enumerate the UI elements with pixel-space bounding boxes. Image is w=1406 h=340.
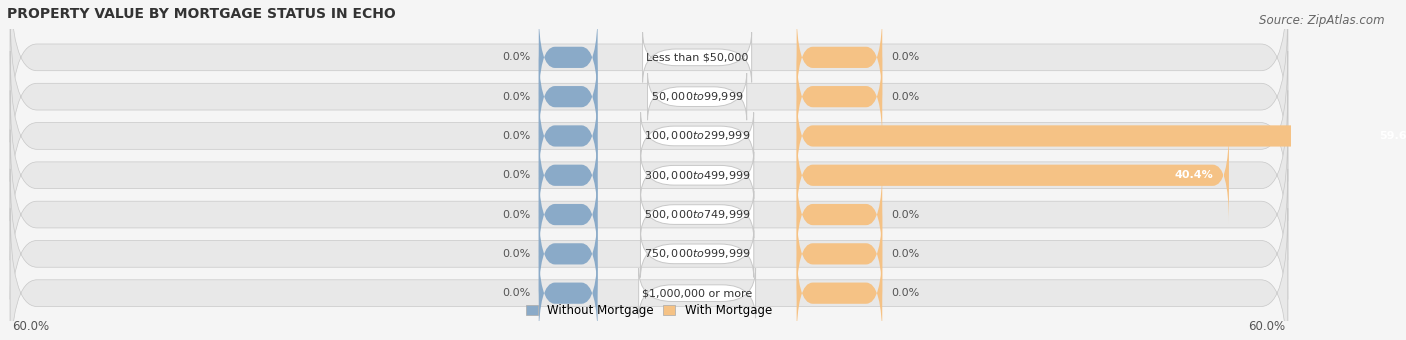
Text: $500,000 to $749,999: $500,000 to $749,999: [644, 208, 751, 221]
FancyBboxPatch shape: [538, 127, 598, 224]
FancyBboxPatch shape: [797, 9, 882, 106]
FancyBboxPatch shape: [10, 169, 1288, 339]
FancyBboxPatch shape: [10, 208, 1288, 340]
Text: 0.0%: 0.0%: [891, 249, 920, 259]
Text: 0.0%: 0.0%: [502, 209, 530, 220]
Legend: Without Mortgage, With Mortgage: Without Mortgage, With Mortgage: [522, 299, 776, 321]
FancyBboxPatch shape: [538, 9, 598, 106]
FancyBboxPatch shape: [10, 0, 1288, 142]
Text: 0.0%: 0.0%: [502, 249, 530, 259]
Text: $50,000 to $99,999: $50,000 to $99,999: [651, 90, 744, 103]
FancyBboxPatch shape: [10, 12, 1288, 182]
Text: 60.0%: 60.0%: [13, 320, 49, 333]
Text: 0.0%: 0.0%: [891, 209, 920, 220]
Text: $750,000 to $999,999: $750,000 to $999,999: [644, 248, 751, 260]
Text: 0.0%: 0.0%: [891, 288, 920, 298]
Text: $300,000 to $499,999: $300,000 to $499,999: [644, 169, 751, 182]
Text: $1,000,000 or more: $1,000,000 or more: [643, 288, 752, 298]
Text: 0.0%: 0.0%: [891, 92, 920, 102]
Text: 0.0%: 0.0%: [502, 170, 530, 180]
FancyBboxPatch shape: [538, 48, 598, 145]
Text: PROPERTY VALUE BY MORTGAGE STATUS IN ECHO: PROPERTY VALUE BY MORTGAGE STATUS IN ECH…: [7, 7, 395, 21]
FancyBboxPatch shape: [10, 51, 1288, 221]
FancyBboxPatch shape: [797, 205, 882, 302]
FancyBboxPatch shape: [538, 205, 598, 302]
FancyBboxPatch shape: [797, 88, 1406, 184]
Text: 0.0%: 0.0%: [891, 52, 920, 62]
FancyBboxPatch shape: [10, 90, 1288, 260]
Text: Less than $50,000: Less than $50,000: [645, 52, 748, 62]
FancyBboxPatch shape: [10, 130, 1288, 300]
Text: 0.0%: 0.0%: [502, 52, 530, 62]
Text: $100,000 to $299,999: $100,000 to $299,999: [644, 130, 751, 142]
FancyBboxPatch shape: [797, 166, 882, 263]
FancyBboxPatch shape: [797, 48, 882, 145]
Text: 0.0%: 0.0%: [502, 288, 530, 298]
FancyBboxPatch shape: [797, 127, 1229, 224]
Text: 60.0%: 60.0%: [1249, 320, 1285, 333]
Text: 59.6%: 59.6%: [1379, 131, 1406, 141]
FancyBboxPatch shape: [797, 245, 882, 340]
FancyBboxPatch shape: [538, 166, 598, 263]
Text: 0.0%: 0.0%: [502, 131, 530, 141]
FancyBboxPatch shape: [538, 88, 598, 184]
FancyBboxPatch shape: [538, 245, 598, 340]
Text: 40.4%: 40.4%: [1174, 170, 1213, 180]
Text: 0.0%: 0.0%: [502, 92, 530, 102]
Text: Source: ZipAtlas.com: Source: ZipAtlas.com: [1260, 14, 1385, 27]
